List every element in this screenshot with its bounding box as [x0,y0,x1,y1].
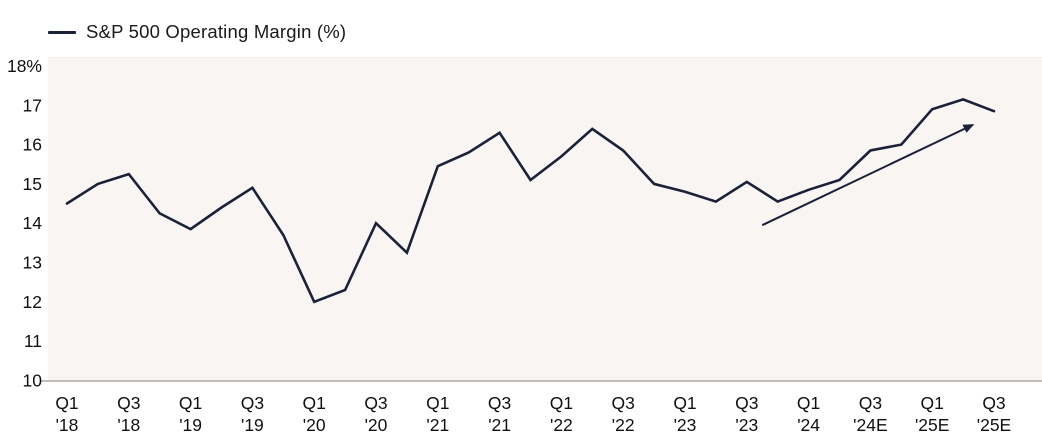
x-axis-tick-label: Q1'21 [426,393,449,435]
plot-background [48,57,1042,381]
y-axis-tick-label: 16 [23,135,42,155]
x-axis-tick-label: Q1'22 [550,393,573,435]
x-axis-tick-label: Q1'20 [303,393,326,435]
x-axis-tick-label: Q3'23 [735,393,758,435]
y-axis-tick-label: 14 [23,213,43,233]
trend-arrow [761,124,975,227]
legend-line-swatch [48,30,76,34]
x-axis-tick-label: Q1'19 [179,393,202,435]
x-axis-tick-label: Q3'18 [117,393,140,435]
x-axis-tick-label: Q1'23 [673,393,696,435]
legend-label: S&P 500 Operating Margin (%) [86,21,347,42]
x-axis-tick-label: Q3'22 [612,393,635,435]
y-axis-tick-label: 15 [23,174,42,194]
y-axis-tick-label: 13 [23,253,42,273]
x-axis-tick-label: Q3'21 [488,393,511,435]
x-axis-tick-label: Q1'25E [915,393,949,435]
x-axis-tick-label: Q3'24E [853,393,887,435]
x-axis-tick-label: Q3'20 [364,393,387,435]
x-axis-tick-label: Q3'25E [977,393,1011,435]
x-axis-tick-label: Q3'19 [241,393,264,435]
y-axis-tick-label: 18% [7,56,42,76]
y-axis-tick-label: 10 [23,370,43,390]
x-axis-tick-label: Q1'18 [55,393,78,435]
y-axis-tick-label: 12 [23,292,42,312]
y-axis-tick-label: 17 [23,95,42,115]
x-axis-tick-label: Q1'24 [797,393,820,435]
sp500-operating-margin-line [65,98,996,304]
y-axis-tick-label: 11 [24,331,42,351]
legend: S&P 500 Operating Margin (%) [48,21,346,43]
